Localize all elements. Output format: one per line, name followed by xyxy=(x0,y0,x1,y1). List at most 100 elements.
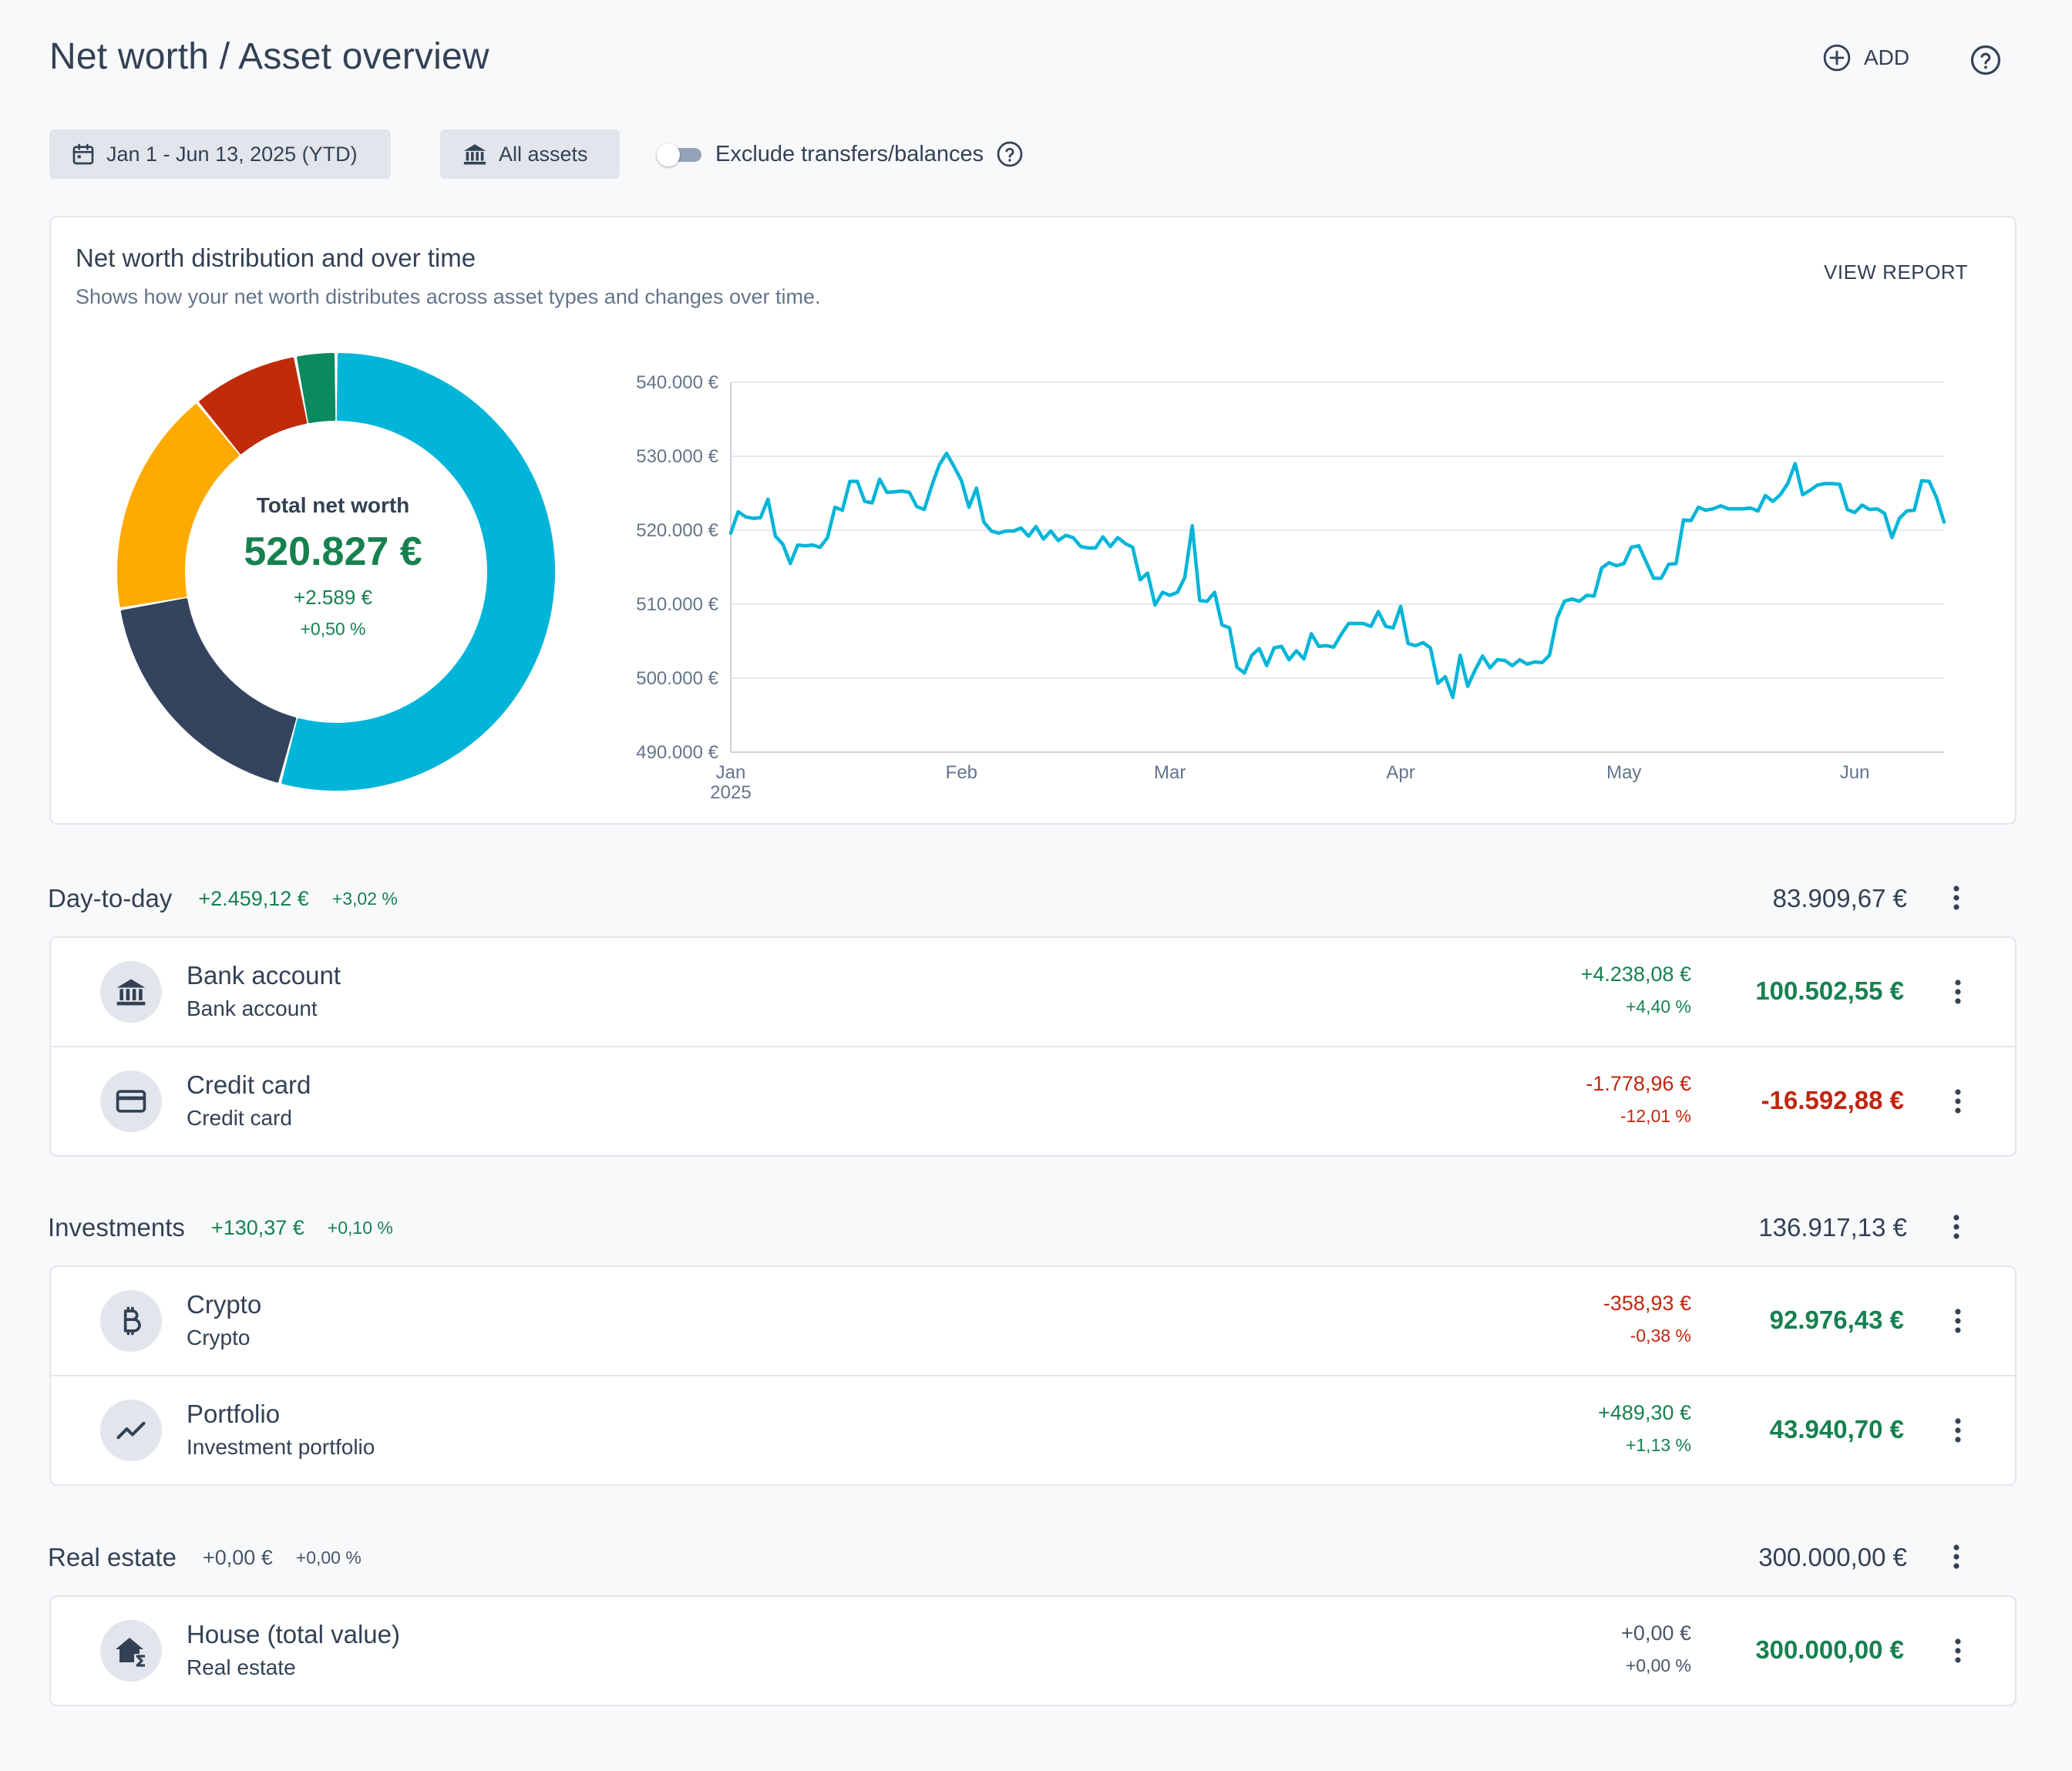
total-net-worth-label: Total net worth xyxy=(256,493,410,517)
x-tick-sublabel: 2025 xyxy=(710,782,751,803)
net-worth-series-line[interactable] xyxy=(728,451,1946,700)
bank-icon xyxy=(100,961,162,1023)
total-net-worth-change-pct: +0,50 % xyxy=(300,619,366,639)
add-button-label: ADD xyxy=(1864,45,1910,69)
bank-icon xyxy=(463,144,486,165)
plus-circle-icon xyxy=(1823,44,1851,72)
account-value: 100.502,55 € xyxy=(1755,976,1904,1005)
section-change-pct: +0,10 % xyxy=(327,1217,393,1238)
house-sum-icon xyxy=(100,1620,162,1682)
account-row[interactable]: Crypto Crypto -358,93 € -0,38 % 92.976,43 € xyxy=(51,1267,2015,1376)
card-title: Net worth distribution and over time xyxy=(76,244,476,272)
x-tick-label: Jan xyxy=(716,762,746,783)
x-tick-label: May xyxy=(1606,762,1641,783)
account-change: +489,30 € xyxy=(1598,1401,1691,1424)
y-tick-label: 540.000 € xyxy=(636,372,718,393)
section-total: 136.917,13 € xyxy=(1758,1213,1907,1242)
donut-slice[interactable] xyxy=(199,357,308,455)
account-change: +4.238,08 € xyxy=(1580,963,1691,986)
section-change-pct: +3,02 % xyxy=(331,888,398,909)
exclude-transfers-toggle[interactable] xyxy=(657,143,703,166)
add-button[interactable]: ADD xyxy=(1822,43,1909,72)
donut-slice[interactable] xyxy=(120,598,297,783)
donut-center: Total net worth 520.827 € +2.589 € +0,50… xyxy=(224,493,442,640)
account-menu-button[interactable] xyxy=(1942,976,1973,1007)
account-type: Bank account xyxy=(187,996,318,1020)
exclude-transfers-toggle-group: Exclude transfers/balances xyxy=(657,140,1024,168)
date-range-filter[interactable]: Jan 1 - Jun 13, 2025 (YTD) xyxy=(49,129,391,179)
more-vertical-icon xyxy=(1953,1544,1959,1569)
section-change: +0,00 € xyxy=(202,1545,273,1569)
section-name: Investments xyxy=(48,1213,185,1242)
section-name: Real estate xyxy=(48,1543,177,1571)
account-menu-button[interactable] xyxy=(1942,1086,1973,1117)
y-tick-label: 510.000 € xyxy=(636,594,718,615)
y-tick-label: 530.000 € xyxy=(636,446,718,467)
exclude-transfers-label: Exclude transfers/balances xyxy=(715,141,984,166)
account-name: Credit card xyxy=(187,1070,311,1099)
more-vertical-icon xyxy=(1955,1638,1961,1663)
account-change: -358,93 € xyxy=(1603,1292,1691,1315)
account-change: +0,00 € xyxy=(1621,1621,1691,1645)
donut-slice[interactable] xyxy=(117,404,240,607)
account-row[interactable]: Credit card Credit card -1.778,96 € -12,01 … xyxy=(51,1047,2015,1155)
more-vertical-icon xyxy=(1955,1418,1961,1443)
account-value: 92.976,43 € xyxy=(1769,1306,1904,1334)
account-change-pct: +1,13 % xyxy=(1625,1435,1691,1455)
account-type: Credit card xyxy=(187,1106,292,1130)
account-change-pct: -0,38 % xyxy=(1630,1326,1691,1346)
section-total: 300.000,00 € xyxy=(1758,1543,1907,1571)
net-worth-line-chart: 540.000 € 530.000 € 520.000 € 510.000 € 500.… xyxy=(636,372,1946,803)
more-vertical-icon xyxy=(1955,980,1961,1004)
section-header: Day-to-day +2.459,12 € +3,02 % xyxy=(48,879,398,918)
account-name: Bank account xyxy=(187,961,341,990)
account-list: Bank account Bank account +4.238,08 € +4,40… xyxy=(49,936,2016,1157)
section-change: +2.459,12 € xyxy=(198,886,309,910)
account-change-pct: +0,00 % xyxy=(1625,1655,1691,1675)
y-tick-label: 500.000 € xyxy=(636,668,718,689)
total-net-worth-value: 520.827 € xyxy=(244,529,422,574)
help-circle-icon[interactable] xyxy=(996,140,1024,168)
section-header: Real estate +0,00 € +0,00 % xyxy=(48,1538,362,1577)
section-menu-button[interactable] xyxy=(1941,1211,1972,1242)
section-menu-button[interactable] xyxy=(1941,1541,1972,1572)
y-tick-label: 520.000 € xyxy=(636,520,718,541)
account-menu-button[interactable] xyxy=(1942,1635,1973,1666)
account-change-pct: -12,01 % xyxy=(1620,1106,1691,1126)
more-vertical-icon xyxy=(1955,1309,1961,1333)
account-value: -16.592,88 € xyxy=(1761,1086,1904,1114)
help-button[interactable] xyxy=(1969,44,2002,80)
x-tick-label: Jun xyxy=(1840,762,1870,783)
bitcoin-icon xyxy=(100,1290,162,1352)
calendar-icon xyxy=(72,143,94,165)
account-menu-button[interactable] xyxy=(1942,1306,1973,1336)
trending-up-icon xyxy=(100,1400,162,1461)
section-change-pct: +0,00 % xyxy=(295,1547,362,1568)
help-circle-icon xyxy=(1970,45,2001,76)
account-row[interactable]: Portfolio Investment portfolio +489,30 € +1… xyxy=(51,1376,2015,1484)
account-row[interactable]: Bank account Bank account +4.238,08 € +4,40… xyxy=(51,938,2015,1047)
section-menu-button[interactable] xyxy=(1941,882,1972,913)
account-change-pct: +4,40 % xyxy=(1625,996,1691,1017)
more-vertical-icon xyxy=(1953,1215,1959,1239)
account-value: 43.940,70 € xyxy=(1769,1415,1904,1443)
assets-filter[interactable]: All assets xyxy=(440,129,620,179)
donut-slice[interactable] xyxy=(281,353,555,791)
account-type: Investment portfolio xyxy=(187,1435,375,1459)
section-name: Day-to-day xyxy=(48,884,173,912)
account-row[interactable]: House (total value) Real estate +0,00 € +0,… xyxy=(51,1597,2015,1705)
account-list: House (total value) Real estate +0,00 € +0,… xyxy=(49,1595,2016,1706)
donut-slice[interactable] xyxy=(297,353,336,423)
account-type: Crypto xyxy=(187,1326,251,1349)
account-value: 300.000,00 € xyxy=(1755,1635,1904,1664)
view-report-button[interactable]: VIEW REPORT xyxy=(1824,260,1969,284)
account-name: House (total value) xyxy=(187,1620,400,1648)
account-menu-button[interactable] xyxy=(1942,1415,1973,1446)
more-vertical-icon xyxy=(1953,885,1959,910)
y-tick-label: 490.000 € xyxy=(636,742,718,763)
credit-card-icon xyxy=(100,1070,162,1132)
account-change: -1.778,96 € xyxy=(1586,1072,1691,1095)
date-range-label: Jan 1 - Jun 13, 2025 (YTD) xyxy=(106,142,358,166)
page-title: Net worth / Asset overview xyxy=(49,36,489,77)
